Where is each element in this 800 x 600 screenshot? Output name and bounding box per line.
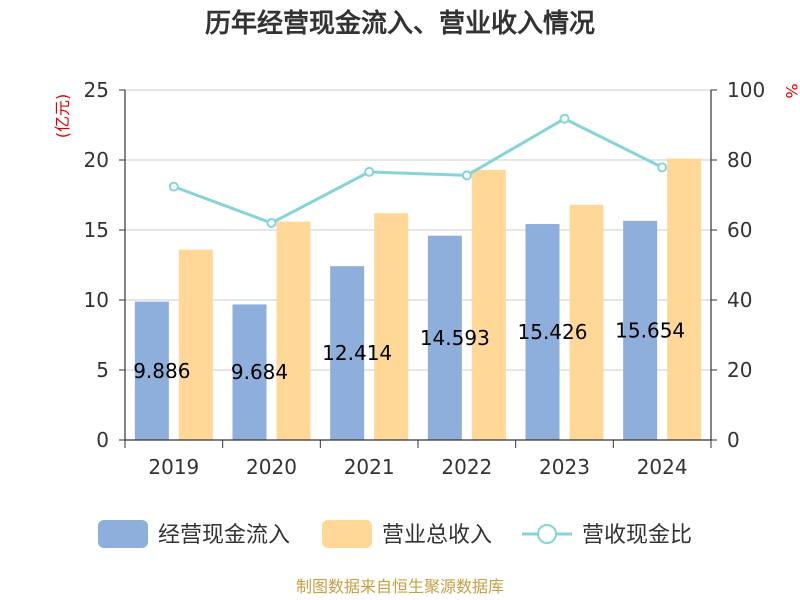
right-tick-label-2: 40 (727, 288, 752, 312)
left-tick-label-3: 15 (84, 218, 109, 242)
bar-cash-inflow-2020 (232, 304, 267, 440)
ratio-point-2020 (266, 218, 277, 228)
data-label-2022: 14.593 (420, 326, 490, 350)
right-tick-label-0: 0 (727, 428, 740, 452)
x-tick-label-2019: 2019 (148, 455, 199, 479)
bar-cash-inflow-2023 (525, 224, 560, 440)
bar-cash-inflow-2019 (134, 301, 169, 440)
data-label-2021: 12.414 (322, 341, 392, 365)
bar-revenue-2022 (471, 169, 506, 441)
legend-swatch-revenue (322, 520, 372, 548)
ratio-point-2023 (559, 113, 570, 124)
ratio-point-2022 (461, 170, 472, 181)
ratio-point-2021 (364, 166, 375, 177)
left-tick-label-5: 25 (84, 78, 109, 102)
left-tick-label-1: 5 (96, 358, 109, 382)
legend-label-ratio: 营收现金比 (582, 523, 692, 548)
data-label-2023: 15.426 (518, 320, 588, 344)
x-tick-label-2022: 2022 (441, 455, 492, 479)
x-tick-label-2021: 2021 (344, 455, 395, 479)
x-tick-label-2020: 2020 (246, 455, 297, 479)
bar-cash-inflow-2024 (623, 220, 658, 440)
legend-swatch-marker-ratio (537, 524, 557, 544)
bar-cash-inflow-2021 (330, 266, 365, 440)
right-tick-label-5: 100 (727, 78, 765, 102)
right-tick-label-3: 60 (727, 218, 752, 242)
data-label-2020: 9.684 (231, 360, 288, 384)
left-tick-label-0: 0 (96, 428, 109, 452)
data-label-2019: 9.886 (133, 359, 190, 383)
right-tick-label-4: 80 (727, 148, 752, 172)
left-tick-label-4: 20 (84, 148, 109, 172)
bar-revenue-2019 (178, 249, 213, 440)
bar-revenue-2020 (276, 221, 311, 440)
left-axis-unit: (亿元) (53, 94, 72, 139)
bar-revenue-2024 (667, 158, 702, 440)
ratio-line (173, 116, 663, 225)
ratio-point-2024 (657, 162, 668, 173)
legend-label-revenue: 营业总收入 (382, 523, 492, 548)
legend-swatch-cash-inflow (98, 520, 148, 548)
legend-label-cash-inflow: 经营现金流入 (158, 523, 290, 548)
bar-cash-inflow-2022 (427, 235, 462, 440)
chart-title: 历年经营现金流入、营业收入情况 (205, 8, 595, 39)
data-label-2024: 15.654 (615, 318, 685, 342)
x-tick-label-2024: 2024 (637, 455, 688, 479)
right-tick-label-1: 20 (727, 358, 752, 382)
source-note: 制图数据来自恒生聚源数据库 (296, 577, 504, 596)
bar-revenue-2023 (569, 204, 604, 440)
left-tick-label-2: 10 (84, 288, 109, 312)
ratio-point-2019 (168, 181, 179, 192)
x-tick-label-2023: 2023 (539, 455, 590, 479)
right-axis-unit: % (782, 83, 800, 98)
bar-revenue-2021 (374, 213, 409, 440)
